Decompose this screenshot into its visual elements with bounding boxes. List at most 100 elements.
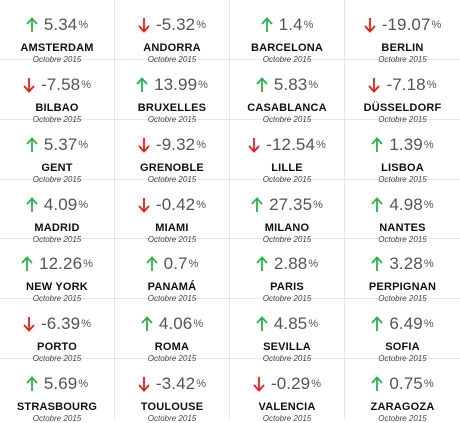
arrow-up-icon xyxy=(141,316,153,332)
arrow-down-icon xyxy=(253,376,265,392)
change-value: 0.75 xyxy=(389,374,423,394)
arrow-up-icon xyxy=(371,316,384,332)
arrow-up-icon xyxy=(256,256,268,272)
change-row: 12.26% xyxy=(0,253,114,275)
city-tile[interactable]: 27.35% MILANO Octobre 2015 xyxy=(230,179,345,244)
change-row: -7.18% xyxy=(345,74,460,96)
city-name: DÜSSELDORF xyxy=(363,101,442,114)
change-row: 4.85% xyxy=(230,313,344,335)
city-tile[interactable]: -7.58% BILBAO Octobre 2015 xyxy=(0,59,115,124)
change-value: 4.98 xyxy=(389,194,423,214)
city-tile[interactable]: -7.18% DÜSSELDORF Octobre 2015 xyxy=(345,60,460,124)
city-tile[interactable]: 13.99% BRUXELLES Octobre 2015 xyxy=(115,59,230,124)
change-value: 12.26 xyxy=(39,254,83,274)
city-name: NEW YORK xyxy=(26,281,88,294)
city-tile[interactable]: -0.42% MIAMI Octobre 2015 xyxy=(115,179,230,244)
percent-unit: % xyxy=(78,378,89,391)
change-row: 6.49% xyxy=(345,313,460,335)
percent-unit: % xyxy=(78,138,89,151)
arrow-up-icon xyxy=(371,256,384,272)
city-name: ANDORRA xyxy=(143,42,201,54)
arrow-down-icon xyxy=(138,137,150,153)
city-tile[interactable]: -19.07% BERLIN Octobre 2015 xyxy=(345,0,460,64)
period-label: Octobre 2015 xyxy=(147,174,197,184)
change-row: 13.99% xyxy=(115,74,229,96)
percent-unit: % xyxy=(78,19,89,31)
city-tile[interactable]: 5.37% GENT Octobre 2015 xyxy=(0,119,115,184)
city-tile[interactable]: 2.88% PARIS Octobre 2015 xyxy=(230,239,345,303)
change-value: 5.37 xyxy=(43,134,78,154)
city-name: ZARAGOZA xyxy=(370,401,435,414)
change-value: -19.07 xyxy=(381,15,431,34)
city-name: BILBAO xyxy=(35,101,79,114)
change-row: -5.32% xyxy=(115,14,229,36)
city-tile[interactable]: 3.28% PERPIGNAN Octobre 2015 xyxy=(345,239,460,303)
city-tile[interactable]: 1.4% BARCELONA Octobre 2015 xyxy=(230,0,345,64)
city-tile[interactable]: 4.85% SEVILLA Octobre 2015 xyxy=(230,299,345,363)
period-label: Octobre 2015 xyxy=(262,114,312,124)
city-name: MILANO xyxy=(264,221,310,234)
change-value: -5.32 xyxy=(155,15,196,34)
period-label: Octobre 2015 xyxy=(378,294,427,304)
period-label: Octobre 2015 xyxy=(378,234,427,244)
change-row: -6.39% xyxy=(0,313,114,335)
change-value: 0.7 xyxy=(163,254,188,274)
city-name: PARIS xyxy=(270,281,304,294)
change-row: 4.06% xyxy=(115,313,229,335)
city-tile[interactable]: 5.83% CASABLANCA Octobre 2015 xyxy=(230,59,345,124)
city-name: STRASBOURG xyxy=(16,401,98,414)
city-name: AMSTERDAM xyxy=(20,42,94,54)
change-value: -0.29 xyxy=(270,374,311,394)
period-label: Octobre 2015 xyxy=(147,354,197,364)
city-tile[interactable]: -3.42% TOULOUSE Octobre 2015 xyxy=(115,359,230,423)
city-name: BERLIN xyxy=(381,42,424,54)
city-tile[interactable]: 0.7% PANAMÁ Octobre 2015 xyxy=(115,239,230,303)
change-row: 27.35% xyxy=(230,194,344,216)
arrow-down-icon xyxy=(138,376,150,392)
city-tile[interactable]: -9.32% GRENOBLE Octobre 2015 xyxy=(115,119,230,184)
city-tile[interactable]: 4.09% MADRID Octobre 2015 xyxy=(0,179,115,244)
city-tile[interactable]: 4.98% NANTES Octobre 2015 xyxy=(345,180,460,244)
percent-unit: % xyxy=(196,138,207,151)
change-row: 2.88% xyxy=(230,253,344,275)
city-tile[interactable]: 5.34% AMSTERDAM Octobre 2015 xyxy=(0,0,115,64)
city-name: PANAMÁ xyxy=(147,281,197,294)
arrow-up-icon xyxy=(256,77,268,93)
city-name: MIAMI xyxy=(155,221,189,234)
city-name: ROMA xyxy=(154,341,190,354)
change-value: 5.69 xyxy=(43,374,78,394)
change-value: 5.34 xyxy=(43,15,78,34)
city-tile[interactable]: -12.54% LILLE Octobre 2015 xyxy=(230,119,345,184)
change-row: 4.98% xyxy=(345,194,460,216)
city-name: GENT xyxy=(41,161,73,174)
city-tile[interactable]: 1.39% LISBOA Octobre 2015 xyxy=(345,120,460,184)
city-tile[interactable]: 5.69% STRASBOURG Octobre 2015 xyxy=(0,359,115,423)
change-value: -7.18 xyxy=(386,74,426,94)
city-name: SEVILLA xyxy=(263,341,311,354)
percent-unit: % xyxy=(423,318,434,331)
period-label: Octobre 2015 xyxy=(32,114,82,124)
change-value: -9.32 xyxy=(155,134,196,154)
city-tile[interactable]: -0.29% VALENCIA Octobre 2015 xyxy=(230,359,345,423)
city-tile[interactable]: 12.26% NEW YORK Octobre 2015 xyxy=(0,239,115,303)
city-tile[interactable]: -5.32% ANDORRA Octobre 2015 xyxy=(115,0,230,64)
city-tile[interactable]: 0.75% ZARAGOZA Octobre 2015 xyxy=(345,359,460,423)
change-value: -7.58 xyxy=(40,74,81,94)
city-tile[interactable]: 6.49% SOFIA Octobre 2015 xyxy=(345,299,460,363)
period-label: Octobre 2015 xyxy=(32,234,82,244)
period-label: Octobre 2015 xyxy=(378,174,427,184)
percent-unit: % xyxy=(311,378,322,391)
percent-unit: % xyxy=(196,19,207,31)
period-label: Octobre 2015 xyxy=(262,174,312,184)
change-row: 1.39% xyxy=(345,134,460,156)
city-tile[interactable]: -6.39% PORTO Octobre 2015 xyxy=(0,299,115,363)
change-value: 4.06 xyxy=(158,314,193,334)
city-name: BRUXELLES xyxy=(137,101,207,114)
change-value: 1.4 xyxy=(278,15,303,34)
change-row: 0.75% xyxy=(345,373,460,395)
city-tile[interactable]: 4.06% ROMA Octobre 2015 xyxy=(115,299,230,363)
change-row: 5.83% xyxy=(230,74,344,96)
percent-unit: % xyxy=(308,318,319,331)
percent-unit: % xyxy=(196,198,207,211)
change-value: -6.39 xyxy=(40,314,81,334)
